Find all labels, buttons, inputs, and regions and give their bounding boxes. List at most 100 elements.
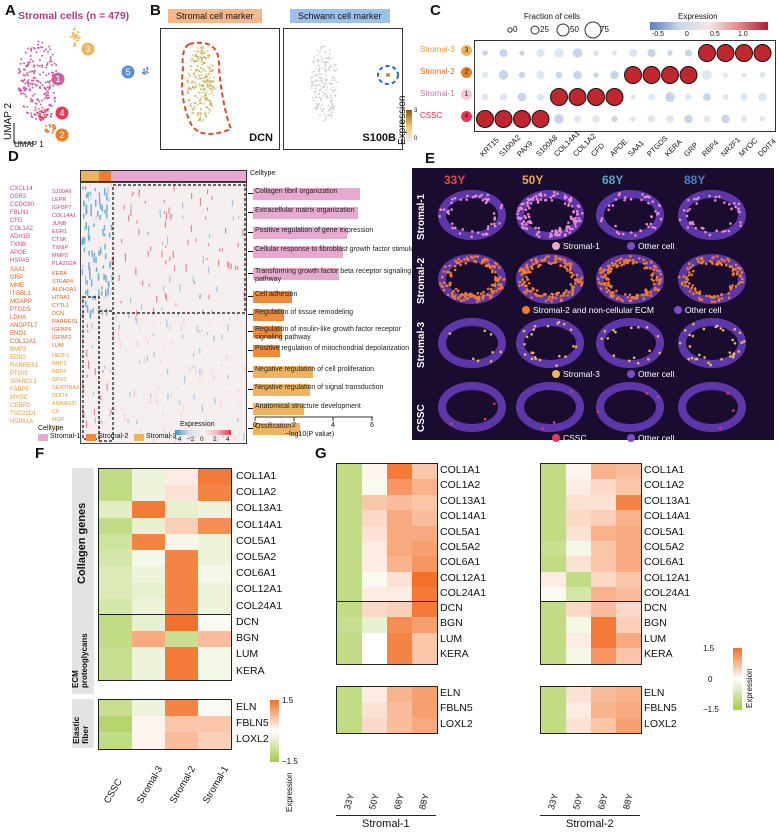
e-cell bbox=[697, 296, 701, 300]
heat-stripe bbox=[202, 255, 204, 264]
umap-point bbox=[34, 117, 37, 120]
heat-stripe bbox=[105, 289, 107, 297]
heat-stripe bbox=[110, 287, 112, 296]
dot-RBP4-Stromal-2 bbox=[702, 70, 712, 80]
g1-heat-row bbox=[337, 540, 437, 557]
g2-heat-cell bbox=[591, 587, 616, 603]
e-cell bbox=[572, 210, 575, 213]
dcn-point bbox=[192, 84, 195, 87]
e-cell bbox=[686, 226, 690, 229]
g1-heat-cell bbox=[387, 602, 412, 618]
e-cell bbox=[490, 222, 493, 226]
e-cell bbox=[615, 265, 618, 269]
s100b-point bbox=[319, 76, 322, 79]
heat-stripe bbox=[130, 203, 132, 210]
d-gene-APOE: APOE bbox=[10, 250, 27, 256]
f-heat-cell bbox=[99, 517, 132, 534]
cluster-badge-1: 1 bbox=[51, 72, 65, 86]
e-cell bbox=[535, 233, 539, 236]
e-cell bbox=[659, 278, 662, 282]
s100b-point bbox=[324, 63, 327, 66]
heat-stripe bbox=[87, 193, 89, 197]
g1-heat-cell bbox=[387, 464, 412, 480]
dcn-point bbox=[203, 56, 206, 59]
g2-heat-cell bbox=[616, 687, 641, 703]
umap-x-label: UMAP 1 bbox=[14, 140, 44, 149]
heat-stripe bbox=[157, 386, 159, 391]
e-cell bbox=[517, 209, 520, 213]
e-cell bbox=[569, 215, 573, 219]
f-group-label-2: Elastic fiber bbox=[71, 716, 90, 744]
e-cell bbox=[563, 261, 567, 265]
e-cell bbox=[694, 358, 697, 361]
heat-stripe bbox=[165, 260, 167, 265]
g2-heat-row bbox=[541, 571, 641, 588]
s100b-point bbox=[318, 96, 320, 99]
heat-stripe bbox=[138, 188, 140, 197]
svg-text:2: 2 bbox=[59, 130, 64, 140]
g1-heat-cell bbox=[387, 479, 412, 495]
g2-heat-cell bbox=[566, 479, 591, 495]
e-cell bbox=[619, 297, 622, 301]
s100b-point bbox=[321, 108, 324, 111]
dot-SAA1-Stromal-2 bbox=[624, 66, 642, 84]
dcn-point bbox=[206, 83, 209, 86]
s100b-outline bbox=[377, 65, 399, 85]
e-cell bbox=[597, 281, 601, 284]
e-cell bbox=[714, 195, 718, 199]
heat-stripe bbox=[145, 335, 147, 339]
dcn-point bbox=[208, 93, 211, 96]
g1-heat-cell bbox=[412, 617, 437, 633]
e-cell bbox=[538, 193, 541, 196]
heat-stripe bbox=[191, 192, 193, 200]
e-cell bbox=[522, 202, 525, 205]
e-cell bbox=[696, 257, 699, 261]
heat-stripe bbox=[99, 203, 102, 210]
umap-point bbox=[27, 61, 30, 64]
e-cell bbox=[617, 232, 621, 235]
e-cell bbox=[604, 273, 607, 277]
e-cell bbox=[491, 351, 494, 354]
f-group-bar-1 bbox=[72, 614, 94, 694]
umap-point bbox=[48, 96, 51, 99]
e-age-50Y: 50Y bbox=[522, 173, 544, 187]
e-cell bbox=[678, 341, 682, 345]
heat-stripe bbox=[104, 253, 107, 260]
dot-COL1A2-Stromal-2 bbox=[573, 70, 582, 80]
heat-stripe bbox=[81, 237, 84, 245]
umap-point bbox=[48, 103, 51, 106]
umap-point bbox=[44, 124, 47, 127]
dot-COL1A2-Stromal-3 bbox=[572, 48, 583, 58]
heat-stripe bbox=[213, 375, 215, 381]
umap-point bbox=[29, 82, 32, 85]
heat-stripe bbox=[162, 412, 164, 418]
panel-label-c: C bbox=[430, 2, 441, 19]
e-cell bbox=[603, 329, 607, 333]
e-cell bbox=[534, 194, 538, 198]
e-cell bbox=[569, 328, 573, 332]
d-gene-in-IGFBP7: IGFBP7 bbox=[52, 205, 72, 211]
heat-stripe bbox=[159, 358, 161, 364]
e-cell bbox=[464, 262, 468, 265]
s100b-point bbox=[315, 75, 318, 77]
e-cell bbox=[624, 196, 627, 199]
s100b-point bbox=[325, 69, 328, 72]
g2-heat-cell bbox=[566, 464, 591, 480]
e-cell bbox=[576, 280, 580, 283]
heat-stripe bbox=[101, 309, 103, 316]
c-size-75: 75 bbox=[600, 25, 609, 34]
dcn-point bbox=[196, 50, 199, 53]
e-cell bbox=[448, 332, 452, 335]
dcn-point bbox=[199, 99, 202, 102]
umap-point bbox=[36, 64, 39, 67]
heat-stripe bbox=[242, 229, 244, 237]
d-gene-in-ANKRD37: ANKRD37 bbox=[52, 401, 78, 407]
e-cell bbox=[481, 198, 485, 202]
e-cell bbox=[721, 230, 725, 233]
e-cell bbox=[628, 359, 631, 363]
e-cell bbox=[568, 268, 572, 272]
umap-point bbox=[73, 42, 76, 45]
e-cell bbox=[726, 392, 730, 395]
heat-stripe bbox=[105, 211, 108, 219]
umap-point bbox=[45, 66, 48, 69]
